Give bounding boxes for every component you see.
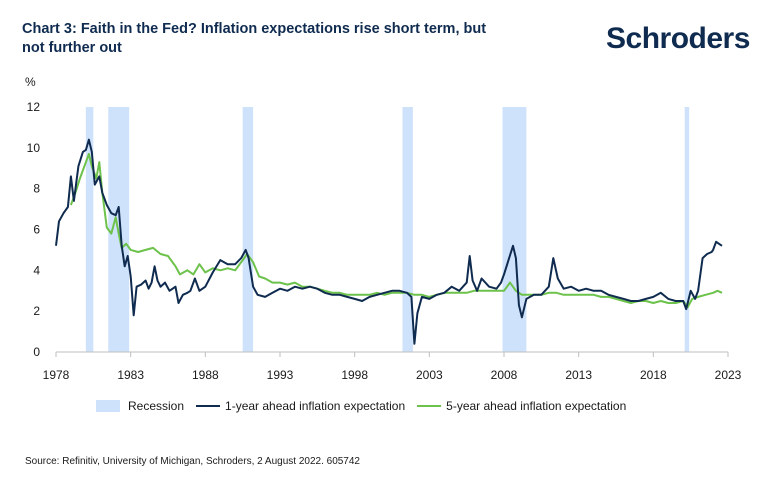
x-axis-ticks: 1978 1983 1988 1993 1998 2003 2008 2013 2018 2023: [43, 352, 742, 382]
x-tick-label: 2003: [416, 368, 443, 382]
recession-band-3: [402, 107, 413, 352]
x-tick-label: 1998: [341, 368, 368, 382]
legend-swatch-recession: [96, 400, 120, 412]
x-tick-label: 1978: [43, 368, 70, 382]
x-tick-label: 1983: [117, 368, 144, 382]
recession-band-0: [85, 107, 94, 352]
series-lines: [55, 138, 723, 345]
legend-label-recession: Recession: [128, 399, 185, 413]
recession-band-4: [502, 107, 527, 352]
legend-item-1yr: 1-year ahead inflation expectation: [196, 399, 405, 413]
y-tick-label: 8: [33, 182, 40, 196]
x-tick-label: 2023: [715, 368, 742, 382]
series-line-5yr: [69, 153, 723, 309]
schroders-logo: Schroders: [606, 22, 750, 55]
y-tick-label: 6: [33, 223, 40, 237]
y-axis-unit-label: %: [25, 75, 36, 89]
recession-band-2: [242, 107, 254, 352]
legend-swatch-1yr: [196, 405, 221, 407]
y-tick-label: 4: [33, 263, 40, 277]
y-tick-label: 12: [27, 100, 41, 114]
x-tick-label: 2018: [640, 368, 667, 382]
source-note: Source: Refinitiv, University of Michiga…: [25, 456, 360, 467]
chart-title: Chart 3: Faith in the Fed? Inflation exp…: [22, 21, 487, 56]
x-tick-label: 1988: [192, 368, 219, 382]
recession-band-5: [684, 107, 690, 352]
legend-swatch-5yr: [417, 405, 442, 407]
x-tick-label: 1993: [267, 368, 294, 382]
legend-item-recession: Recession: [96, 399, 184, 413]
legend-item-5yr: 5-year ahead inflation expectation: [417, 399, 626, 413]
y-tick-label: 0: [33, 345, 40, 359]
x-tick-label: 2008: [491, 368, 518, 382]
legend-label-1yr: 1-year ahead inflation expectation: [225, 399, 406, 413]
chart-legend: Recession 1-year ahead inflation expecta…: [96, 399, 638, 413]
series-line-1yr: [55, 138, 723, 345]
x-tick-label: 2013: [565, 368, 592, 382]
y-axis-ticks: 0 2 4 6 8 10 12: [27, 100, 41, 359]
y-tick-label: 2: [33, 304, 40, 318]
y-tick-label: 10: [27, 141, 41, 155]
legend-label-5yr: 5-year ahead inflation expectation: [446, 399, 627, 413]
recession-bands: [85, 107, 690, 352]
